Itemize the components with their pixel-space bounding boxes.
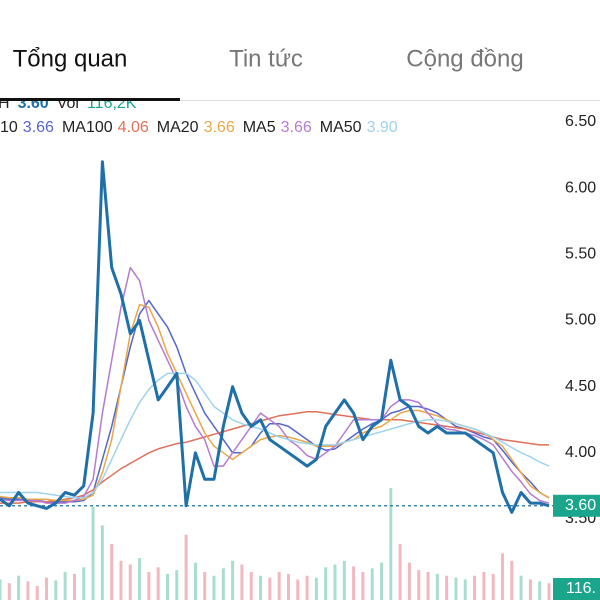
volume-bar bbox=[35, 586, 39, 600]
volume-bar bbox=[547, 583, 551, 600]
price-line bbox=[0, 160, 550, 514]
volume-bar bbox=[538, 581, 542, 600]
volume-bar bbox=[454, 577, 458, 600]
volume-bar bbox=[445, 575, 449, 600]
volume-bar bbox=[463, 579, 467, 600]
legend-value: 3.66 bbox=[281, 119, 312, 136]
volume-bar bbox=[519, 575, 523, 600]
volume-bar bbox=[333, 564, 337, 600]
volume-bar bbox=[426, 572, 430, 600]
volume-tag bbox=[553, 578, 600, 600]
price-tag bbox=[553, 494, 600, 517]
volume-bar bbox=[361, 572, 365, 600]
volume-bar bbox=[314, 577, 318, 600]
legend-value: 3.90 bbox=[367, 119, 398, 136]
volume-bar bbox=[45, 577, 49, 600]
volume-bar bbox=[165, 573, 169, 600]
volume-bar bbox=[398, 544, 402, 600]
volume-bar bbox=[110, 544, 114, 600]
volume-bar bbox=[510, 560, 514, 600]
ma-line bbox=[0, 303, 550, 502]
volume-bar bbox=[147, 572, 151, 600]
volume-bar bbox=[491, 573, 495, 600]
legend-value: 3.66 bbox=[23, 119, 54, 136]
volume-bar bbox=[17, 575, 21, 600]
volume-bar bbox=[26, 581, 30, 600]
volume-bar bbox=[305, 575, 309, 600]
volume-bar bbox=[324, 567, 328, 600]
volume-bar bbox=[156, 567, 160, 600]
tab[interactable]: Tin tức bbox=[229, 45, 303, 72]
volume-bar bbox=[193, 562, 197, 600]
volume-bar bbox=[417, 570, 421, 600]
y-tick-label: 5.50 bbox=[565, 246, 596, 263]
tab[interactable]: Tổng quan bbox=[13, 45, 128, 72]
volume-bar bbox=[212, 575, 216, 600]
y-tick-label: 6.00 bbox=[565, 179, 596, 196]
volume-bar bbox=[389, 488, 393, 600]
volume-bar bbox=[500, 553, 504, 600]
ma-line bbox=[0, 299, 550, 503]
volume-bar bbox=[0, 579, 2, 600]
top-legend-item: H bbox=[0, 95, 10, 112]
volume-bar bbox=[435, 573, 439, 600]
volume-bar bbox=[370, 568, 374, 600]
volume-bar bbox=[203, 572, 207, 600]
volume-bar bbox=[72, 573, 76, 600]
volume-bar bbox=[119, 560, 123, 600]
volume-bar bbox=[184, 534, 188, 600]
y-tick-label: 4.50 bbox=[565, 378, 596, 395]
ma-line bbox=[0, 411, 549, 504]
volume-bar bbox=[7, 583, 11, 600]
ma-line bbox=[0, 266, 550, 504]
tab-bar bbox=[0, 0, 600, 100]
volume-bar bbox=[380, 562, 384, 600]
volume-bar bbox=[268, 577, 272, 600]
volume-bar bbox=[240, 564, 244, 600]
volume-bar bbox=[54, 580, 58, 600]
legend-name: MA100 bbox=[62, 119, 113, 136]
y-tick-label: 6.50 bbox=[565, 113, 596, 130]
volume-bar bbox=[100, 525, 104, 600]
volume-bar bbox=[482, 572, 486, 600]
volume-bar bbox=[138, 558, 142, 600]
volume-bar bbox=[352, 566, 356, 600]
legend-name: 10 bbox=[0, 119, 18, 136]
volume-bar bbox=[231, 560, 235, 600]
active-tab-underline bbox=[0, 98, 180, 101]
volume-bar bbox=[286, 573, 290, 600]
volume-bar bbox=[528, 579, 532, 600]
y-tick-label: 4.00 bbox=[565, 444, 596, 461]
volume-bar bbox=[175, 570, 179, 600]
volume-bar bbox=[277, 572, 281, 600]
volume-tag-label: 116. bbox=[566, 580, 596, 597]
y-tick-label: 5.00 bbox=[565, 312, 596, 329]
tab[interactable]: Cộng đồng bbox=[406, 45, 523, 72]
price-tag-label: 3.60 bbox=[565, 497, 596, 514]
volume-bar bbox=[407, 562, 411, 600]
legend-name: MA20 bbox=[157, 119, 199, 136]
volume-bar bbox=[63, 572, 67, 600]
volume-bar bbox=[82, 567, 86, 600]
volume-bar bbox=[473, 575, 477, 600]
volume-bar bbox=[221, 568, 225, 600]
ma-line bbox=[0, 372, 550, 499]
volume-bar bbox=[91, 506, 95, 600]
volume-bar bbox=[342, 560, 346, 600]
legend-value: 4.06 bbox=[118, 119, 149, 136]
volume-bar bbox=[128, 564, 132, 600]
volume-bar bbox=[249, 572, 253, 600]
volume-bar bbox=[296, 579, 300, 600]
volume-bar bbox=[259, 575, 263, 600]
legend-value: 3.66 bbox=[204, 119, 235, 136]
legend-name: MA5 bbox=[243, 119, 276, 136]
legend-name: MA50 bbox=[320, 119, 362, 136]
